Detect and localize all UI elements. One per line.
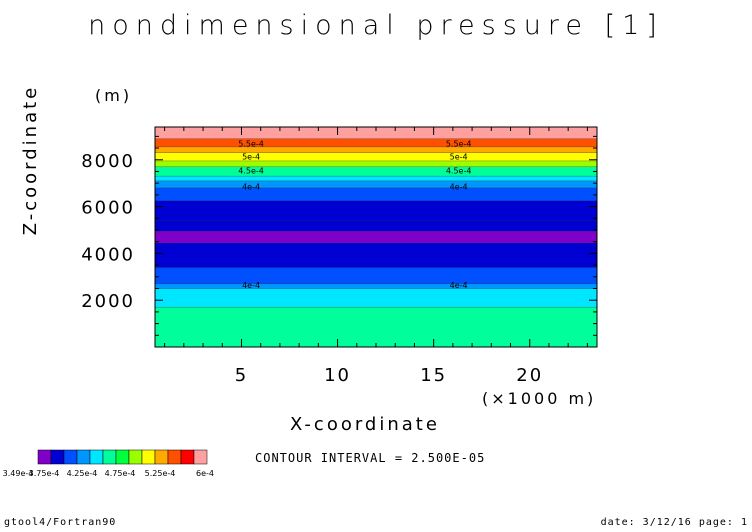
- contour-band-14: [155, 146, 597, 153]
- colorbar-swatch-7: [128, 449, 143, 465]
- contour-band-0: [155, 307, 597, 347]
- contour-label-4-1: 4e-4: [450, 281, 468, 290]
- colorbar-swatch-0: [37, 449, 52, 465]
- contour-band-10: [155, 176, 597, 181]
- contour-band-12: [155, 160, 597, 167]
- contour-band-9: [155, 180, 597, 188]
- contour-band-15: [155, 138, 597, 147]
- colorbar-swatch-3: [76, 449, 91, 465]
- y-tick-label-6000: 6000: [81, 198, 135, 219]
- chart-title: nondimensional pressure [1]: [88, 10, 664, 41]
- contour-band-16: [155, 127, 597, 139]
- contour-bands: [155, 127, 597, 347]
- contour-label-3-0: 4e-4: [242, 183, 260, 192]
- contour-band-8: [155, 187, 597, 201]
- x-ticks: 5 10 15 20: [164, 127, 588, 386]
- colorbar-swatch-4: [89, 449, 104, 465]
- contour-band-6: [155, 220, 597, 232]
- contour-band-2: [155, 283, 597, 289]
- y-tick-label-2000: 2000: [81, 291, 135, 312]
- y-tick-label-4000: 4000: [81, 244, 135, 265]
- colorbar-label-2: 4.25e-4: [67, 469, 98, 478]
- contour-interval-text: CONTOUR INTERVAL = 2.500E-05: [255, 451, 486, 465]
- colorbar-swatch-2: [63, 449, 78, 465]
- contour-label-3-1: 4e-4: [450, 183, 468, 192]
- colorbar-swatch-5: [102, 449, 117, 465]
- colorbar-swatch-6: [115, 449, 130, 465]
- colorbar-swatch-12: [193, 449, 208, 465]
- x-tick-label-10: 10: [324, 365, 351, 386]
- x-tick-label-5: 5: [235, 365, 248, 386]
- contour-label-1-0: 5e-4: [242, 152, 260, 161]
- contour-band-4: [155, 242, 597, 268]
- contour-band-13: [155, 152, 597, 161]
- contour-band-3: [155, 267, 597, 284]
- contour-label-0-0: 5.5e-4: [238, 139, 264, 148]
- colorbar-swatch-8: [141, 449, 156, 465]
- contour-label-2-0: 4.5e-4: [238, 166, 264, 175]
- contour-band-11: [155, 166, 597, 177]
- contour-label-1-1: 5e-4: [450, 152, 468, 161]
- contour-labels: 5.5e-4 5.5e-4 5e-4 5e-4 4.5e-4 4.5e-4 4e-4 4e-4…: [238, 139, 471, 290]
- colorbar-label-5: 6e-4: [196, 469, 214, 478]
- contour-label-4-0: 4e-4: [242, 281, 260, 290]
- contour-label-2-1: 4.5e-4: [446, 166, 472, 175]
- footer-program: gtool4/Fortran90: [4, 517, 117, 528]
- y-tick-label-8000: 8000: [81, 151, 135, 172]
- contour-band-5: [155, 231, 597, 243]
- colorbar-swatch-11: [180, 449, 195, 465]
- colorbar-swatch-10: [167, 449, 182, 465]
- x-tick-label-20: 20: [516, 365, 543, 386]
- y-ticks: 2000 4000 6000 8000: [81, 135, 597, 348]
- footer-date-page: date: 3/12/16 page: 1: [600, 517, 748, 528]
- contour-band-1: [155, 288, 597, 308]
- x-tick-label-15: 15: [420, 365, 447, 386]
- colorbar: 3.49e-43.75e-4 4.25e-4 4.75e-4 5.25e-4 6e-4: [3, 449, 214, 478]
- contour-band-7: [155, 200, 597, 221]
- colorbar-label-0: 3.49e-4: [3, 469, 34, 478]
- colorbar-swatch-1: [50, 449, 65, 465]
- y-axis-unit: (m): [95, 86, 133, 105]
- colorbar-label-1: 3.75e-4: [29, 469, 60, 478]
- colorbar-label-3: 4.75e-4: [105, 469, 136, 478]
- x-axis-label: X-coordinate: [290, 414, 440, 435]
- contour-lines: [155, 138, 597, 308]
- colorbar-swatch-9: [154, 449, 169, 465]
- colorbar-label-4: 5.25e-4: [145, 469, 176, 478]
- x-axis-unit: (×1000 m): [482, 389, 597, 408]
- contour-label-0-1: 5.5e-4: [446, 139, 472, 148]
